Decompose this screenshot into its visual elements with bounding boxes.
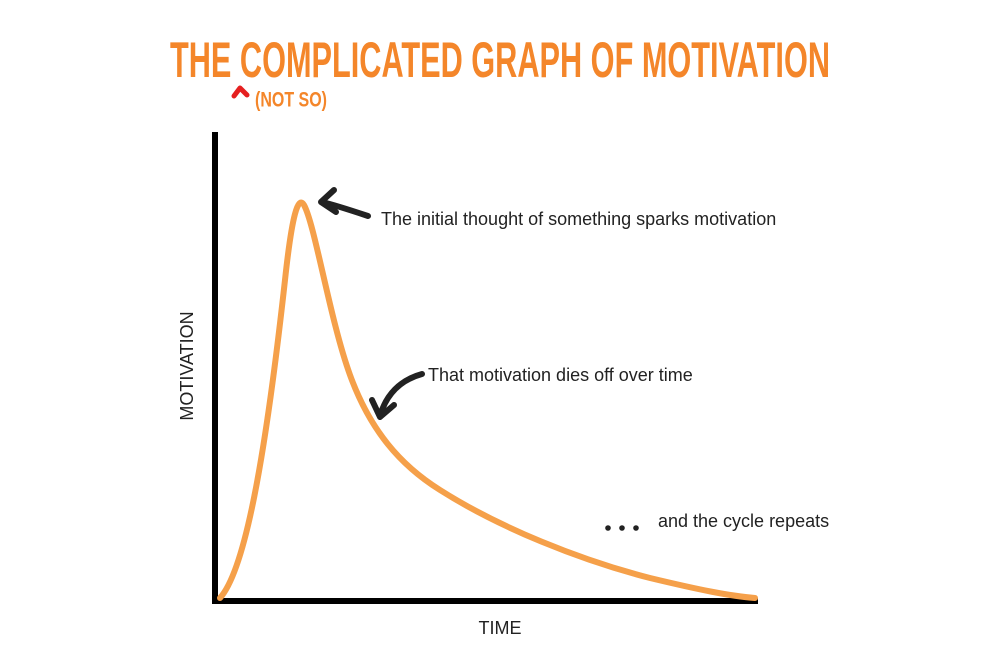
arrow [318, 187, 371, 219]
insert-caret [231, 85, 250, 99]
title-insert: (NOT SO) [255, 89, 327, 112]
annotation: That motivation dies off over time [428, 365, 693, 385]
motivation-curve [217, 199, 758, 601]
title: THE COMPLICATED GRAPH OF MOTIVATION [170, 32, 830, 88]
annotation: The initial thought of something sparks … [381, 209, 776, 229]
y-axis-label: MOTIVATION [177, 311, 197, 420]
ellipsis [605, 525, 639, 531]
arrow [369, 371, 425, 420]
annotation: and the cycle repeats [658, 511, 829, 531]
x-axis-label: TIME [479, 618, 522, 638]
